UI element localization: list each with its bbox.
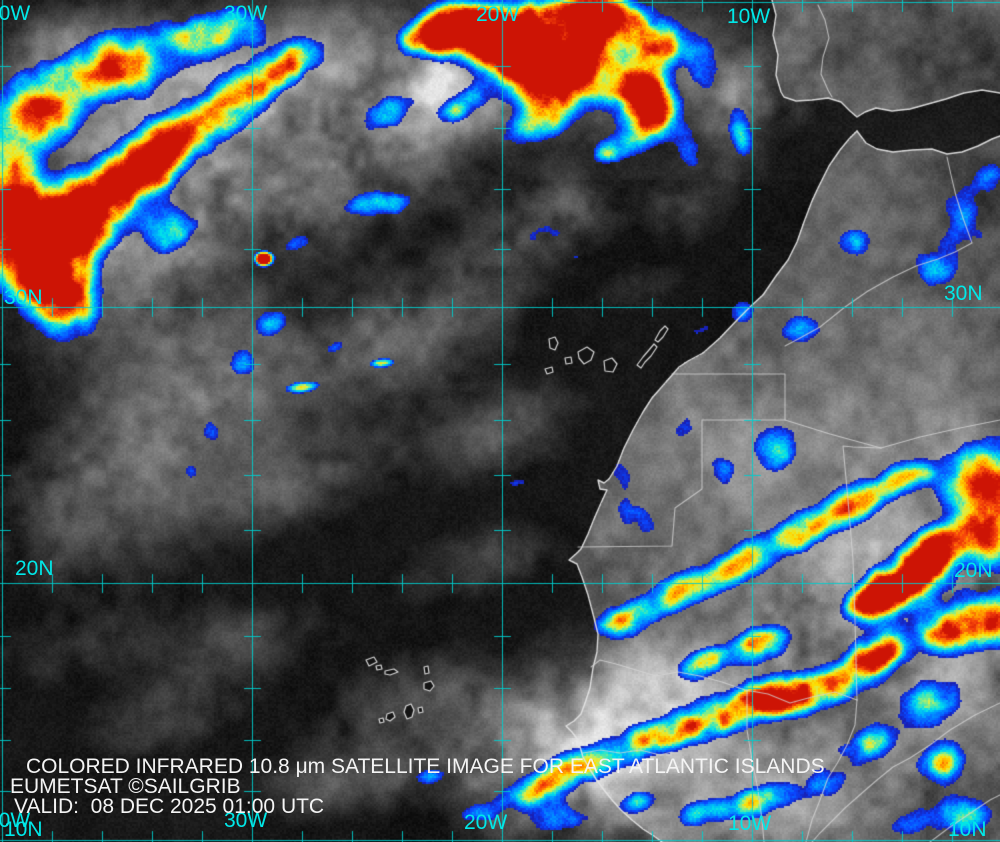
graticule-label: 10N	[4, 818, 43, 841]
graticule-label: 30N	[944, 282, 983, 305]
graticule-label: 40W	[0, 2, 31, 25]
graticule-label: 30W	[224, 2, 268, 25]
caption-title: COLORED INFRARED 10.8 μm SATELLITE IMAGE…	[26, 755, 825, 778]
caption-credit: EUMETSAT ©SAILGRIB	[10, 775, 241, 798]
graticule-label: 30N	[4, 286, 43, 309]
graticule-label: 10N	[948, 818, 987, 841]
caption-valid: VALID: 08 DEC 2025 01:00 UTC	[14, 795, 325, 818]
graticule-label: 20N	[954, 559, 993, 582]
graticule-label: 10W	[727, 5, 771, 28]
graticule-label: 20W	[464, 811, 508, 834]
graticule-label: 30W	[224, 809, 268, 832]
graticule-label: 40W	[0, 809, 31, 832]
graticule-label: 10W	[728, 812, 772, 835]
graticule-label: 20W	[476, 3, 520, 26]
graticule-label: 20N	[15, 557, 54, 580]
